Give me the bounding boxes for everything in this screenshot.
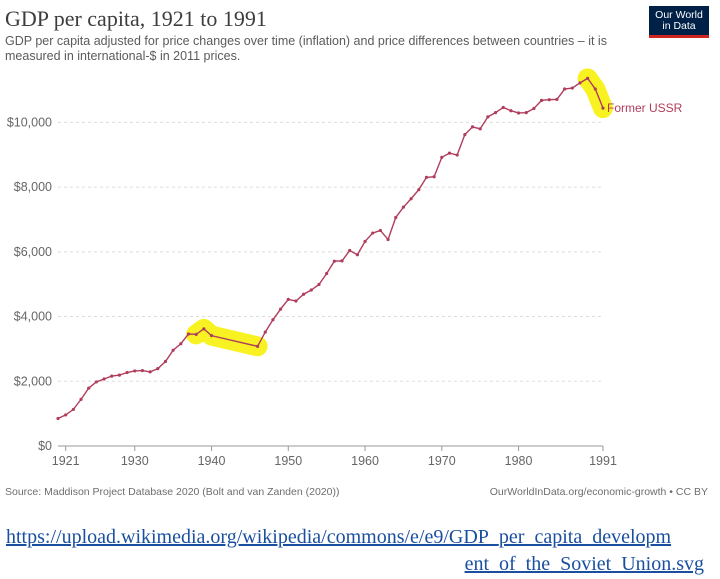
x-tick-label: 1950: [274, 454, 302, 468]
x-tick-label: 1991: [589, 454, 617, 468]
data-point[interactable]: [555, 97, 559, 101]
data-point[interactable]: [386, 237, 390, 242]
data-point[interactable]: [440, 155, 444, 159]
data-point[interactable]: [294, 299, 298, 303]
data-point[interactable]: [179, 342, 183, 346]
data-point[interactable]: [478, 127, 482, 131]
data-point[interactable]: [371, 231, 375, 235]
data-point[interactable]: [455, 153, 459, 157]
y-tick-label: $2,000: [14, 374, 52, 388]
data-point[interactable]: [417, 188, 421, 192]
data-point[interactable]: [87, 386, 91, 390]
y-tick-label: $0: [38, 439, 52, 453]
y-tick-label: $10,000: [7, 115, 52, 129]
data-point[interactable]: [601, 106, 605, 110]
data-point[interactable]: [470, 125, 475, 129]
data-point[interactable]: [463, 133, 467, 137]
data-point[interactable]: [56, 416, 60, 421]
data-point[interactable]: [586, 76, 590, 80]
data-point[interactable]: [593, 87, 597, 91]
data-point[interactable]: [401, 205, 406, 209]
data-point[interactable]: [332, 259, 336, 263]
line-chart: $0 $2,000 $4,000 $6,000 $8,000 $10,000 1921 193…: [7, 68, 683, 468]
logo-line-1: Our World: [655, 9, 703, 21]
chart-title: GDP per capita, 1921 to 1991: [5, 6, 267, 31]
data-point[interactable]: [117, 373, 122, 377]
data-point[interactable]: [447, 151, 452, 155]
data-point[interactable]: [186, 332, 191, 336]
data-point[interactable]: [125, 370, 129, 375]
data-point[interactable]: [110, 374, 114, 378]
source-note: Source: Maddison Project Database 2020 (…: [5, 486, 340, 498]
data-point[interactable]: [317, 282, 321, 287]
data-point[interactable]: [340, 259, 344, 263]
source-url-link[interactable]: https://upload.wikimedia.org/wikipedia/c…: [0, 524, 704, 578]
data-point[interactable]: [140, 368, 145, 373]
data-point[interactable]: [570, 86, 574, 90]
data-point[interactable]: [163, 359, 168, 364]
data-point[interactable]: [563, 87, 567, 91]
y-tick-label: $8,000: [14, 180, 52, 194]
data-point[interactable]: [524, 111, 528, 115]
data-point[interactable]: [348, 248, 352, 253]
data-point[interactable]: [309, 288, 313, 292]
data-point[interactable]: [64, 413, 68, 417]
series-label: Former USSR: [607, 101, 683, 115]
data-point[interactable]: [194, 332, 198, 336]
data-point[interactable]: [202, 327, 206, 331]
data-point[interactable]: [325, 271, 329, 276]
data-point[interactable]: [133, 369, 137, 373]
data-point[interactable]: [486, 115, 490, 119]
data-point[interactable]: [539, 98, 544, 102]
source-url-line-1: https://upload.wikimedia.org/wikipedia/c…: [6, 526, 672, 548]
data-point[interactable]: [279, 307, 283, 311]
data-point[interactable]: [148, 370, 152, 374]
data-point[interactable]: [409, 197, 413, 201]
data-point[interactable]: [547, 98, 551, 102]
y-tick-label: $6,000: [14, 245, 52, 259]
x-tick-label: 1970: [428, 454, 456, 468]
data-point[interactable]: [516, 111, 521, 115]
series-line: [57, 77, 604, 420]
data-point[interactable]: [378, 228, 382, 233]
logo-line-2: in Data: [662, 20, 696, 32]
data-point[interactable]: [171, 348, 175, 352]
data-point[interactable]: [271, 318, 275, 322]
data-point[interactable]: [302, 292, 306, 296]
data-point[interactable]: [263, 330, 267, 334]
x-tick-label: 1960: [351, 454, 379, 468]
data-point[interactable]: [156, 367, 160, 371]
data-point[interactable]: [94, 380, 98, 384]
data-point[interactable]: [509, 109, 513, 113]
x-tick-label: 1921: [52, 454, 80, 468]
data-point[interactable]: [532, 106, 536, 111]
x-tick-label: 1940: [198, 454, 226, 468]
chart-subtitle: GDP per capita adjusted for price change…: [5, 34, 607, 63]
y-tick-label: $4,000: [14, 310, 52, 324]
source-url-line-2: ent_of_the_Soviet_Union.svg: [464, 553, 704, 575]
data-point[interactable]: [394, 215, 398, 220]
data-point[interactable]: [71, 407, 75, 412]
data-point[interactable]: [493, 111, 498, 115]
data-point[interactable]: [363, 239, 367, 244]
data-point[interactable]: [102, 377, 106, 381]
owid-logo[interactable]: Our World in Data: [649, 6, 709, 38]
data-point[interactable]: [424, 175, 429, 179]
data-point[interactable]: [355, 253, 359, 257]
x-tick-label: 1930: [121, 454, 149, 468]
data-point[interactable]: [578, 81, 582, 85]
data-point[interactable]: [79, 397, 83, 401]
data-point[interactable]: [255, 344, 260, 348]
data-point[interactable]: [209, 334, 214, 338]
data-point[interactable]: [501, 105, 505, 110]
credit-link[interactable]: OurWorldInData.org/economic-growth • CC …: [489, 486, 708, 498]
data-point[interactable]: [432, 175, 436, 179]
data-point[interactable]: [286, 297, 290, 301]
x-tick-label: 1980: [505, 454, 533, 468]
